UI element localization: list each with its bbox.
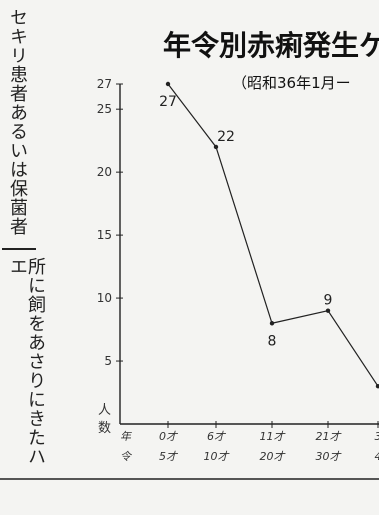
- data-point: [269, 321, 275, 326]
- x-axis-label-1: 年: [120, 430, 132, 443]
- data-label: 8: [268, 333, 277, 349]
- x-tick-label-end: 10才: [204, 450, 231, 463]
- y-tick-label: 25: [97, 102, 112, 116]
- x-ticks: 0才 5才 6才 10才 11才 20才 21才 30才 3 4: [159, 421, 379, 463]
- y-axis-label-2: 数: [98, 421, 111, 436]
- x-tick-label-start: 6才: [207, 430, 227, 443]
- y-axis-label-1: 人: [98, 403, 111, 418]
- data-label: 27: [159, 94, 177, 110]
- data-points: [165, 81, 379, 389]
- chart-subtitle: （昭和36年1月ー: [232, 74, 351, 92]
- x-tick-label-end: 30才: [316, 450, 343, 463]
- x-tick-label-start: 0才: [159, 430, 179, 443]
- x-tick-label-start: 21才: [316, 430, 343, 443]
- y-tick-label: 10: [97, 291, 112, 305]
- y-tick-label: 27: [97, 77, 112, 91]
- data-label: 9: [324, 293, 333, 309]
- x-tick-label-start: 3: [375, 430, 379, 443]
- x-tick-label-end: 20才: [260, 450, 287, 463]
- side-divider: [2, 248, 36, 250]
- data-point: [375, 384, 379, 389]
- data-labels: 27 22 8 9: [159, 94, 332, 349]
- y-ticks: 5 10 15 20 25 27: [97, 77, 123, 368]
- x-axis-label-2: 令: [120, 450, 133, 463]
- data-point: [325, 308, 331, 313]
- side-text-top: セキリ患者あるいは保菌者: [7, 8, 28, 236]
- data-label: 22: [217, 129, 235, 145]
- y-tick-label: 20: [97, 165, 112, 179]
- data-point: [165, 81, 171, 87]
- y-tick-label: 5: [104, 354, 112, 368]
- x-tick-label-end: 4: [375, 450, 379, 463]
- data-point: [213, 144, 219, 150]
- bottom-divider: [0, 478, 379, 480]
- x-tick-label-end: 5才: [159, 450, 179, 463]
- chart-title: 年令別赤痢発生ケ: [163, 29, 379, 62]
- y-tick-label: 15: [97, 228, 112, 242]
- x-tick-label-start: 11才: [260, 430, 287, 443]
- side-text-bottom: 所に飼をあさりにきたハエ: [7, 257, 46, 466]
